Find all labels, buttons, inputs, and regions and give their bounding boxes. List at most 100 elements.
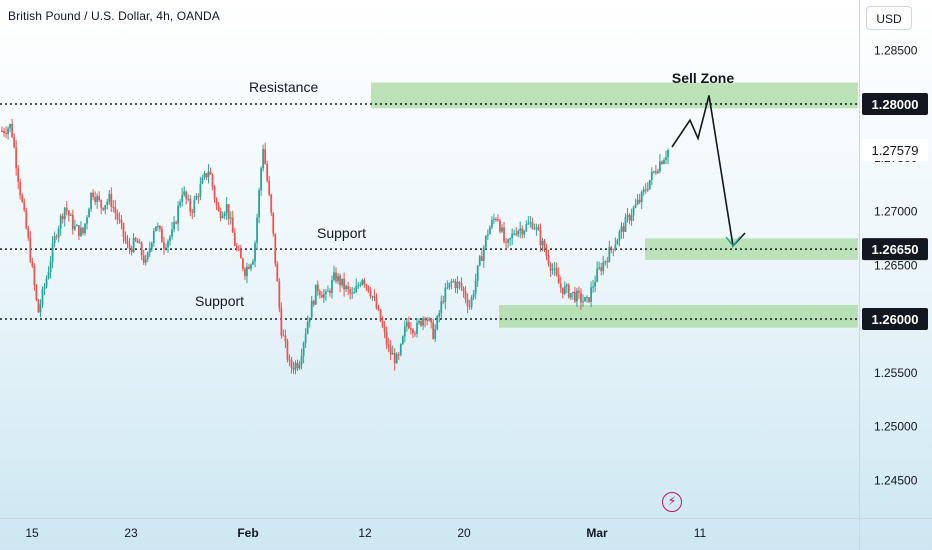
last-price-label: 1.27579	[872, 143, 919, 158]
candle	[527, 216, 530, 225]
candle-body	[357, 285, 360, 287]
x-tick-label: 23	[124, 526, 138, 540]
candle-body	[626, 214, 629, 217]
lightning-bolt-icon[interactable]: ⚡	[662, 492, 682, 512]
candle	[29, 231, 32, 264]
candle-body	[266, 163, 269, 181]
candle-body	[393, 353, 396, 364]
candle	[88, 207, 90, 218]
candle	[37, 299, 40, 313]
candle	[630, 208, 633, 226]
candle-body	[634, 204, 637, 208]
candle-body	[246, 266, 248, 277]
candle-body	[412, 329, 414, 334]
candle	[225, 196, 228, 220]
candle-body	[337, 275, 339, 282]
candle	[509, 237, 512, 246]
candle	[462, 286, 465, 298]
candle	[519, 221, 522, 239]
currency-button[interactable]: USD	[866, 6, 912, 30]
candle	[578, 286, 580, 300]
x-tick-label: 20	[457, 526, 471, 540]
candle	[490, 216, 493, 230]
candle	[1, 126, 3, 132]
candle-body	[272, 212, 275, 234]
candle-body	[525, 224, 528, 231]
candle	[233, 228, 236, 247]
candle	[278, 278, 281, 313]
candle-body	[580, 292, 582, 303]
candle	[440, 295, 443, 319]
candle	[191, 208, 194, 220]
candle	[412, 328, 414, 338]
candle	[195, 193, 198, 201]
candle-body	[454, 281, 457, 289]
candle	[345, 284, 348, 292]
candle	[638, 193, 641, 205]
candle	[55, 233, 58, 240]
candle	[5, 126, 7, 139]
candle	[126, 235, 129, 249]
candle-body	[244, 268, 246, 277]
candle	[213, 184, 216, 203]
candle-body	[41, 288, 44, 305]
candle	[501, 224, 503, 233]
candle-body	[35, 285, 38, 300]
candle	[108, 189, 111, 205]
candle-body	[94, 197, 97, 202]
candle	[272, 212, 275, 237]
y-tick-label: 1.25500	[874, 366, 918, 380]
candle-body	[45, 278, 48, 287]
level-price-label-bg	[862, 238, 928, 261]
candle-body	[7, 128, 9, 134]
candle	[290, 356, 293, 374]
candle-body	[298, 364, 301, 369]
candle	[241, 257, 244, 272]
candle-body	[462, 287, 465, 292]
candle-body	[551, 269, 554, 271]
candle-body	[165, 247, 167, 249]
candle	[128, 237, 131, 254]
candle-body	[555, 268, 558, 275]
level-price-label-bg	[862, 93, 928, 115]
candle	[268, 175, 271, 197]
candle-body	[656, 171, 659, 173]
candle-body	[391, 353, 394, 355]
candle-body	[49, 261, 52, 272]
candle	[371, 295, 374, 301]
candle-body	[531, 222, 534, 229]
candle-body	[385, 331, 388, 345]
candle-body	[559, 283, 562, 288]
candle	[355, 278, 358, 294]
candle	[219, 207, 222, 222]
candle	[399, 343, 402, 357]
candle-body	[640, 191, 643, 203]
candle-body	[533, 228, 536, 230]
candle-body	[476, 265, 479, 281]
candle-body	[193, 199, 196, 213]
candle-body	[260, 168, 263, 191]
candle-body	[63, 207, 66, 220]
candle	[387, 337, 390, 353]
candle	[594, 275, 597, 293]
candle	[312, 299, 315, 307]
candle-body	[422, 318, 424, 326]
candle-body	[446, 287, 449, 289]
candle-body	[163, 242, 165, 249]
candle	[523, 229, 526, 238]
candle	[250, 263, 252, 272]
candle-body	[231, 217, 234, 233]
candle-body	[128, 244, 131, 249]
candle-body	[179, 201, 182, 206]
candle	[199, 176, 202, 201]
candle	[450, 278, 453, 290]
candle	[363, 277, 366, 289]
candle-body	[17, 168, 20, 182]
candle-body	[130, 248, 133, 252]
candle	[563, 281, 566, 296]
candle-body	[292, 367, 295, 370]
candle-body	[464, 291, 467, 300]
candle-body	[33, 266, 36, 286]
